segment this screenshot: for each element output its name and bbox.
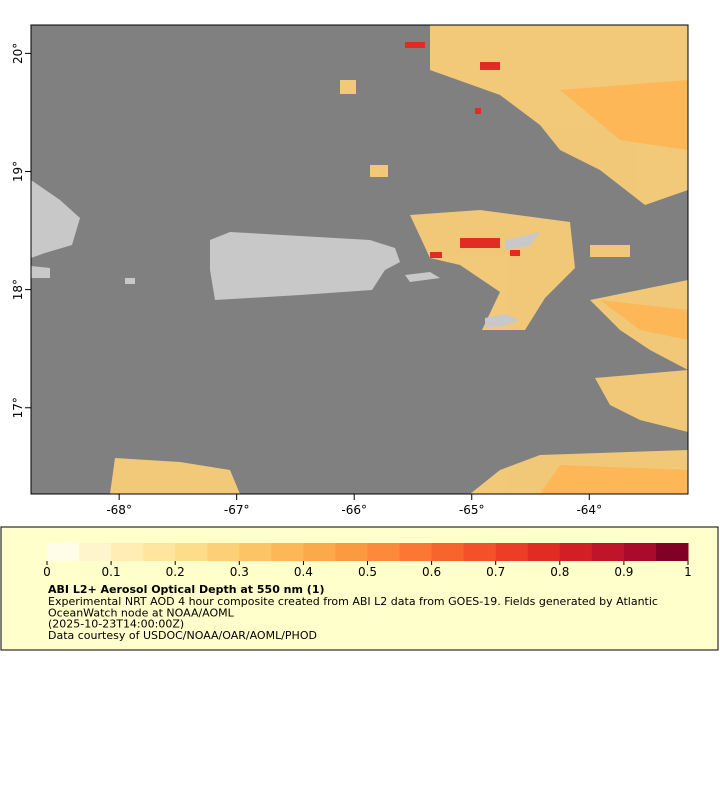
colorbar-tick-label: 0.6 [422, 565, 441, 579]
colorbar-swatch [175, 543, 208, 561]
colorbar-swatch [335, 543, 368, 561]
caption-line: Experimental NRT AOD 4 hour composite cr… [48, 595, 658, 608]
colorbar-swatch [47, 543, 80, 561]
colorbar-swatch [79, 543, 112, 561]
map-frame [30, 24, 689, 495]
colorbar-swatch [303, 543, 336, 561]
colorbar-swatch [271, 543, 304, 561]
colorbar-tick-label: 0.8 [550, 565, 569, 579]
caption: Experimental NRT AOD 4 hour composite cr… [48, 595, 658, 642]
caption-line: OceanWatch node at NOAA/AOML [48, 606, 235, 619]
colorbar-swatch [239, 543, 272, 561]
y-tick-label: 18° [11, 279, 25, 300]
map [30, 24, 689, 495]
x-tick-label: -66° [341, 503, 367, 517]
colorbar-title: ABI L2+ Aerosol Optical Depth at 550 nm … [48, 583, 325, 596]
colorbar-swatch [495, 543, 529, 561]
colorbar-tick-label: 0.5 [358, 565, 377, 579]
colorbar-tick-label: 0.4 [294, 565, 313, 579]
x-tick-label: -65° [459, 503, 485, 517]
colorbar-swatch [463, 543, 497, 561]
colorbar: 0 0.1 0.2 0.3 0.4 0.5 0.6 0.7 0.8 0.9 1 [43, 543, 692, 579]
y-tick-label: 20° [11, 43, 25, 64]
y-tick-label: 17° [11, 397, 25, 418]
aerosol-field [540, 80, 688, 494]
colorbar-swatch [591, 543, 625, 561]
x-tick-label: -68° [106, 503, 132, 517]
land [31, 180, 540, 328]
colorbar-tick-label: 0.1 [102, 565, 121, 579]
colorbar-swatch [207, 543, 240, 561]
colorbar-swatch [527, 543, 561, 561]
x-tick-label: -67° [224, 503, 250, 517]
colorbar-swatch [559, 543, 593, 561]
colorbar-tick-label: 0.2 [166, 565, 185, 579]
colorbar-tick-label: 1 [684, 565, 692, 579]
aerosol-field [405, 42, 520, 258]
colorbar-swatch [399, 543, 433, 561]
colorbar-swatch [623, 543, 657, 561]
axes: -68° -67° -66° -65° -64° 17° 18° 19° 20° [11, 43, 602, 517]
colorbar-tick-label: 0.7 [486, 565, 505, 579]
colorbar-tick-label: 0 [43, 565, 51, 579]
colorbar-swatch [431, 543, 465, 561]
x-tick-label: -64° [576, 503, 602, 517]
caption-line: Data courtesy of USDOC/NOAA/OAR/AOML/PHO… [48, 629, 317, 642]
colorbar-swatch [367, 543, 401, 561]
colorbar-tick-label: 0.9 [614, 565, 633, 579]
colorbar-swatch [655, 543, 689, 561]
colorbar-swatch [111, 543, 144, 561]
y-tick-label: 19° [11, 161, 25, 182]
colorbar-tick-label: 0.3 [230, 565, 249, 579]
caption-line: (2025-10-23T14:00:00Z) [48, 618, 184, 631]
colorbar-swatch [143, 543, 176, 561]
